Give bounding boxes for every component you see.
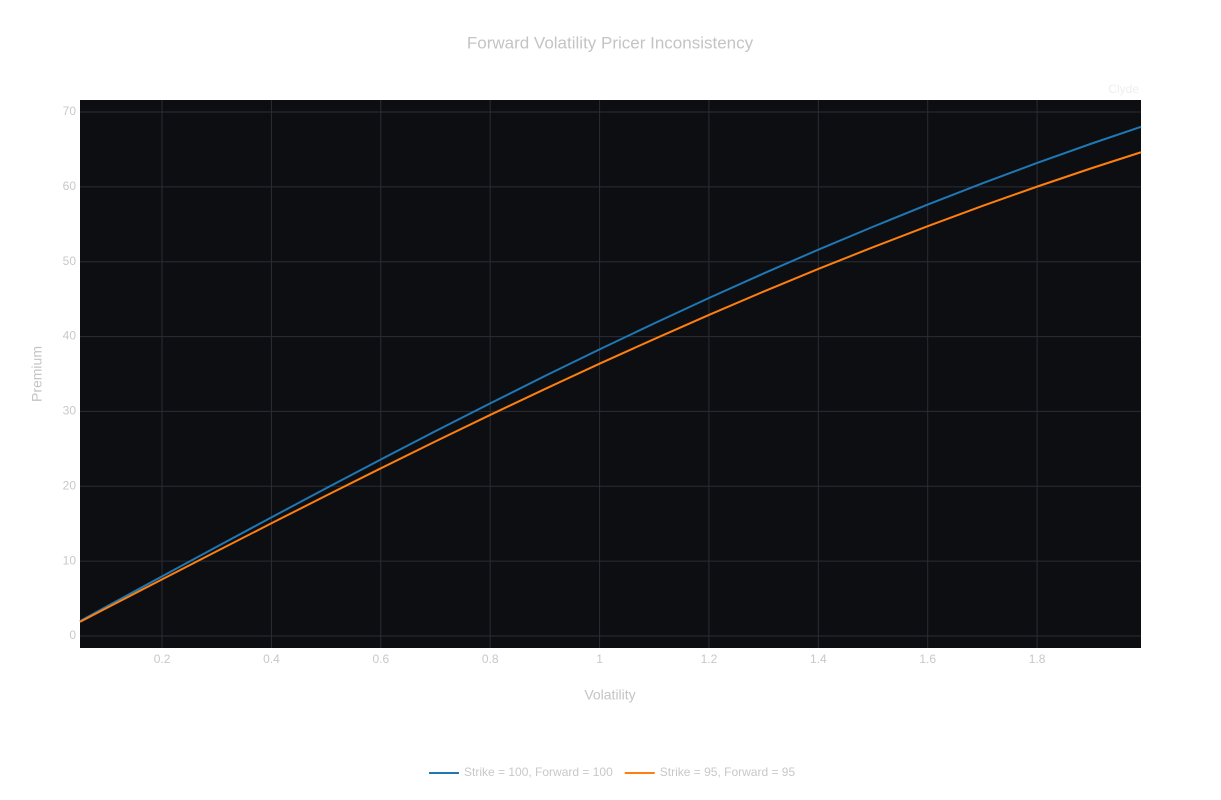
legend-label: Strike = 95, Forward = 95 — [660, 765, 796, 779]
y-axis-title: Premium — [29, 346, 45, 402]
x-tick-label: 1.8 — [1029, 652, 1046, 666]
data-line — [79, 125, 1142, 622]
y-tick-label: 10 — [63, 553, 77, 567]
x-tick-label: 0.4 — [263, 652, 280, 666]
y-tick-label: 50 — [63, 254, 77, 268]
plot-area — [80, 100, 1141, 648]
x-tick-label: 0.2 — [154, 652, 171, 666]
chart-title: Forward Volatility Pricer Inconsistency — [467, 33, 754, 52]
x-tick-label: 1.4 — [810, 652, 827, 666]
y-tick-label: 70 — [63, 104, 77, 118]
x-tick-label: 1 — [596, 652, 603, 666]
x-tick-label: 0.6 — [372, 652, 389, 666]
y-tick-label: 60 — [63, 179, 77, 193]
y-tick-label: 40 — [63, 329, 77, 343]
x-tick-label: 1.6 — [919, 652, 936, 666]
y-tick-label: 0 — [69, 628, 76, 642]
data-line — [79, 151, 1142, 623]
x-tick-label: 1.2 — [701, 652, 718, 666]
legend-label: Strike = 100, Forward = 100 — [464, 765, 613, 779]
watermark: Clyde — [1108, 82, 1139, 96]
y-tick-label: 30 — [63, 404, 77, 418]
x-axis-title: Volatility — [584, 687, 635, 703]
legend: Strike = 100, Forward = 100 Strike = 95, … — [429, 765, 795, 779]
x-tick-label: 0.8 — [482, 652, 499, 666]
y-tick-label: 20 — [63, 478, 77, 492]
